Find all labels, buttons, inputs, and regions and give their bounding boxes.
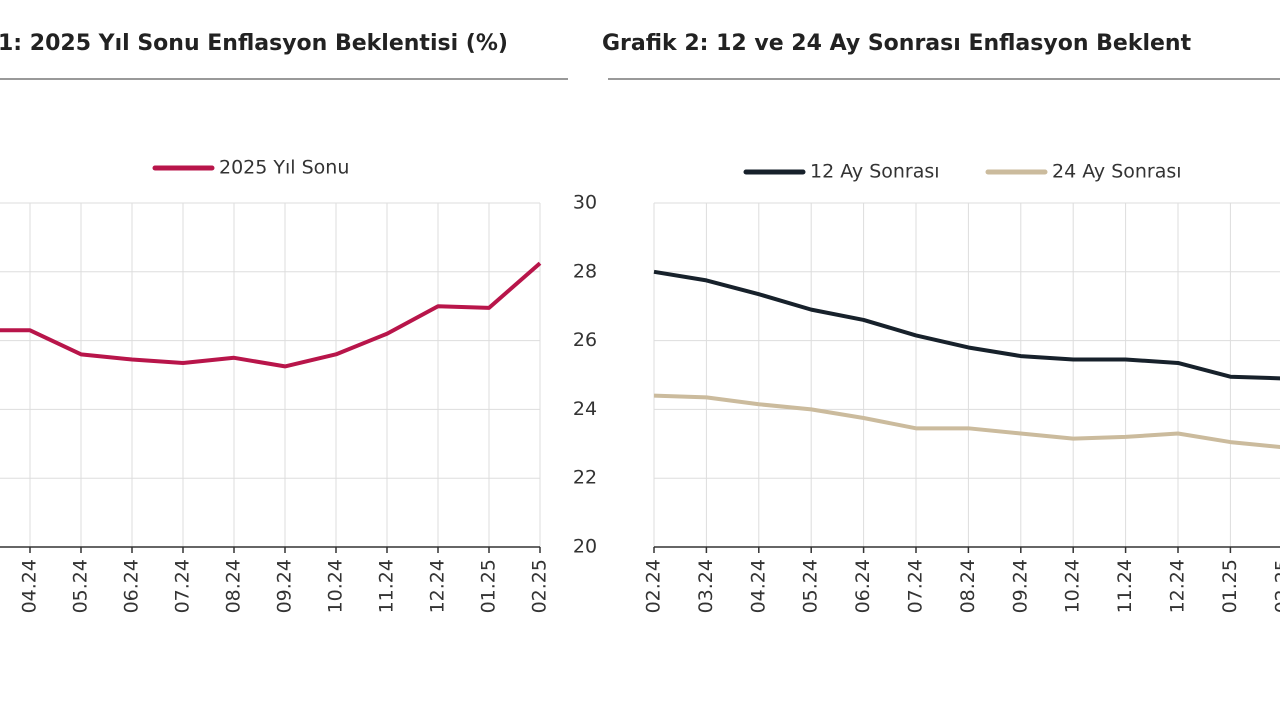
legend-label: 24 Ay Sonrası [1052,161,1182,183]
x-tick-label: 08.24 [957,559,979,613]
y-tick-label: 30 [573,192,597,214]
y-tick-label: 22 [573,467,597,489]
x-tick-label: 01.25 [478,559,500,613]
x-tick-label: 04.24 [747,559,769,613]
x-tick-label: 04.24 [19,559,41,613]
x-tick-label: 11.24 [376,559,398,613]
x-tick-label: 05.24 [800,559,822,613]
series-line [653,269,1280,381]
x-tick-label: 07.24 [905,559,927,613]
series-line [653,393,1280,449]
x-tick-label: 06.24 [852,559,874,613]
series-line [0,261,542,369]
x-tick-label: 06.24 [121,559,143,613]
y-tick-label: 20 [573,536,597,558]
legend-label: 12 Ay Sonrası [810,161,940,183]
chart-title: Grafik 2: 12 ve 24 Ay Sonrası Enflasyon … [602,31,1192,56]
x-tick-label: 02.24 [643,559,665,613]
x-tick-label: 02.25 [1271,559,1280,613]
x-tick-label: 11.24 [1114,559,1136,613]
x-tick-label: 03.24 [695,559,717,613]
x-tick-label: 12.24 [427,559,449,613]
x-tick-label: 05.24 [70,559,92,613]
y-tick-label: 26 [573,329,597,351]
x-tick-label: 12.24 [1167,559,1189,613]
x-tick-label: 09.24 [274,559,296,613]
x-tick-label: 09.24 [1009,559,1031,613]
legend-label: 2025 Yıl Sonu [219,157,349,179]
y-tick-label: 24 [573,398,597,420]
chart-title: 1: 2025 Yıl Sonu Enflasyon Beklentisi (%… [0,31,508,56]
x-tick-label: 01.25 [1219,559,1241,613]
x-tick-label: 07.24 [172,559,194,613]
x-tick-label: 08.24 [223,559,245,613]
y-tick-label: 28 [573,260,597,282]
x-tick-label: 10.24 [1062,559,1084,613]
x-tick-label: 10.24 [325,559,347,613]
x-tick-label: 02.25 [529,559,551,613]
